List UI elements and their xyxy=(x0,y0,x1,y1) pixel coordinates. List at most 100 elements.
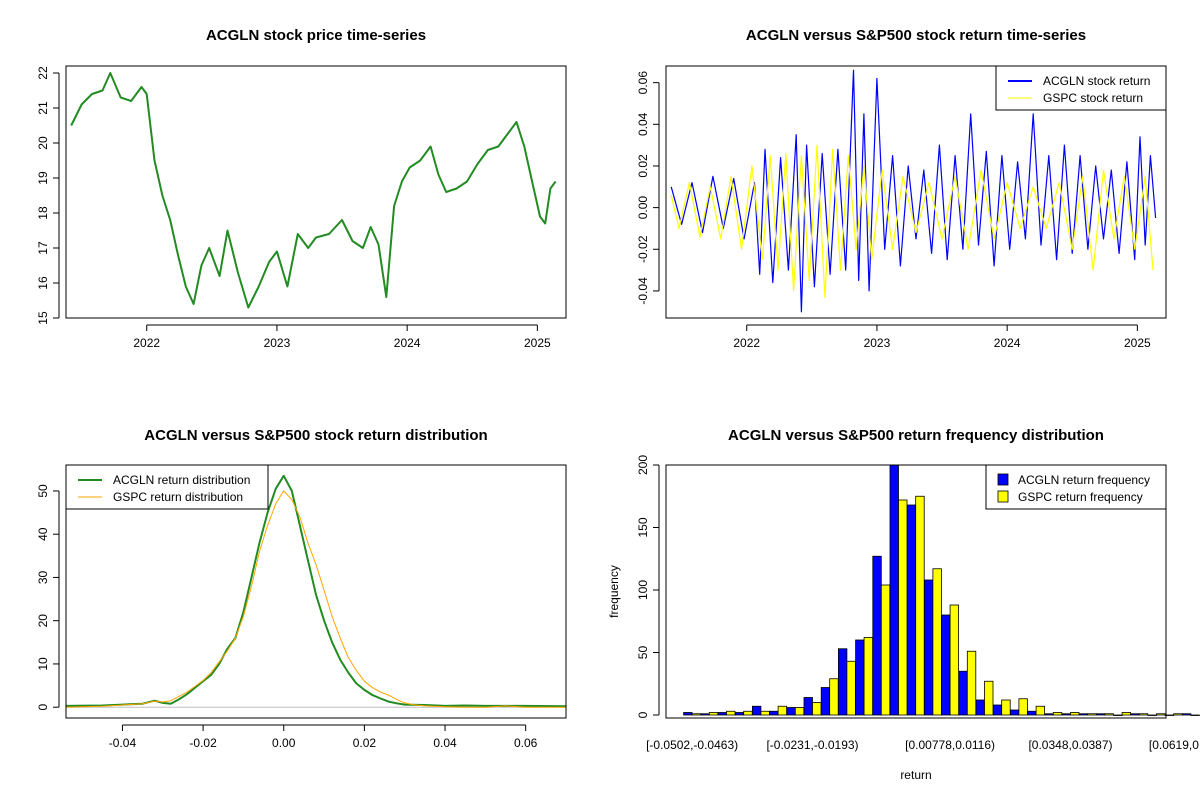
y-tick-label: 0 xyxy=(36,704,50,711)
y-tick-label: 17 xyxy=(36,241,50,255)
x-tick-label: 2025 xyxy=(1124,336,1151,350)
bar-acgln xyxy=(1078,713,1089,716)
bar-acgln xyxy=(1027,710,1037,716)
y-tick-label: 15 xyxy=(36,311,50,325)
bar-acgln xyxy=(700,713,710,716)
x-category-label: [-0.0502,-0.0463) xyxy=(646,738,738,752)
chart-title: ACGLN versus S&P500 stock return distrib… xyxy=(144,427,487,444)
x-tick-label: 2024 xyxy=(994,336,1021,350)
bar-acgln xyxy=(1113,714,1123,716)
x-category-label: [-0.0231,-0.0193) xyxy=(766,738,858,752)
bar-acgln xyxy=(683,712,693,716)
y-tick-label: 50 xyxy=(636,646,650,660)
bar-acgln xyxy=(1061,713,1071,716)
chart-title: ACGLN versus S&P500 return frequency dis… xyxy=(728,427,1104,444)
plot-frame xyxy=(65,464,567,719)
plot-frame xyxy=(65,65,567,319)
y-tick-label: 16 xyxy=(36,276,50,290)
legend-swatch xyxy=(997,490,1009,503)
series-line-1 xyxy=(670,144,1154,298)
y-tick-label: 20 xyxy=(36,136,50,150)
series-line-0 xyxy=(65,474,567,708)
bar-acgln xyxy=(958,670,968,716)
y-tick-label: 22 xyxy=(36,66,50,80)
x-tick-label: 2024 xyxy=(394,336,421,350)
bar-gspc xyxy=(1035,705,1045,716)
bar-acgln xyxy=(924,579,934,716)
plot-frame xyxy=(665,464,1167,719)
legend-label: ACGLN return distribution xyxy=(113,473,250,487)
bar-acgln xyxy=(1044,713,1054,716)
x-tick-label: 2022 xyxy=(733,336,760,350)
bar-acgln xyxy=(786,707,796,716)
y-tick-label: 100 xyxy=(636,580,650,600)
x-category-label: [0.00778,0.0116) xyxy=(905,738,995,752)
y-tick-label: 20 xyxy=(36,614,50,628)
bar-gspc xyxy=(898,499,908,716)
legend-label: GSPC return frequency xyxy=(1018,490,1143,504)
legend-box xyxy=(995,65,1167,111)
bar-gspc xyxy=(743,710,753,716)
bar-gspc xyxy=(880,584,891,716)
bar-acgln xyxy=(1096,713,1106,716)
bar-gspc xyxy=(1173,713,1183,716)
y-tick-label: 0.02 xyxy=(636,154,650,178)
bar-acgln xyxy=(941,614,951,716)
chart-title: ACGLN stock price time-series xyxy=(206,27,426,44)
bar-acgln xyxy=(889,464,899,716)
y-tick-label: -0.02 xyxy=(636,235,650,263)
bar-gspc xyxy=(949,604,959,716)
legend-label: ACGLN stock return xyxy=(1043,74,1150,88)
bar-acgln xyxy=(752,705,762,716)
chart-title: ACGLN versus S&P500 stock return time-se… xyxy=(746,27,1086,44)
bar-acgln xyxy=(906,504,917,716)
bar-gspc xyxy=(1190,714,1200,716)
legend-swatch xyxy=(997,473,1009,486)
bar-acgln xyxy=(975,699,985,716)
bar-gspc xyxy=(1018,698,1028,716)
bar-gspc xyxy=(1052,712,1063,716)
y-tick-label: 10 xyxy=(36,657,50,671)
x-axis-title: return xyxy=(900,768,931,782)
x-tick-label: 2022 xyxy=(133,336,160,350)
series-line-0 xyxy=(670,69,1157,313)
legend: ACGLN return distribution GSPC return dis… xyxy=(65,464,269,510)
bar-gspc xyxy=(932,568,942,716)
legend-label: GSPC stock return xyxy=(1043,91,1143,105)
bar-gspc xyxy=(846,660,856,716)
bar-acgln xyxy=(1010,709,1020,716)
legend-label: GSPC return distribution xyxy=(113,490,243,504)
bar-acgln xyxy=(1130,713,1140,716)
bar-acgln xyxy=(803,697,813,716)
x-tick-label: 0.02 xyxy=(353,736,377,750)
bar-gspc xyxy=(1138,713,1149,716)
bar-gspc xyxy=(966,650,977,716)
bar-gspc xyxy=(708,712,719,716)
bar-gspc xyxy=(1001,699,1011,716)
y-tick-label: 30 xyxy=(36,570,50,584)
y-tick-label: 21 xyxy=(36,101,50,115)
bar-gspc xyxy=(1070,712,1080,716)
chart-density: ACGLN versus S&P500 stock return distrib… xyxy=(36,427,567,750)
y-tick-label: 0.06 xyxy=(636,71,650,95)
bar-gspc xyxy=(812,702,822,716)
x-category-label: [0.0348,0.0387) xyxy=(1028,738,1112,752)
bar-gspc xyxy=(760,710,770,716)
y-tick-label: 200 xyxy=(636,455,650,475)
x-tick-label: 0.06 xyxy=(514,736,538,750)
bar-gspc xyxy=(777,705,787,716)
y-tick-label: 0.04 xyxy=(636,112,650,136)
x-tick-label: 0.00 xyxy=(272,736,296,750)
series-line-0 xyxy=(70,72,557,309)
x-tick-label: -0.02 xyxy=(189,736,217,750)
plot-frame xyxy=(665,65,1167,319)
bar-acgln xyxy=(992,704,1003,716)
bar-acgln xyxy=(855,639,865,716)
x-tick-label: 2023 xyxy=(264,336,291,350)
x-category-label: [0.0619,0.0657) xyxy=(1149,738,1200,752)
legend: ACGLN stock return GSPC stock return xyxy=(995,65,1167,111)
bar-acgln xyxy=(872,555,882,716)
bar-gspc xyxy=(794,707,805,716)
